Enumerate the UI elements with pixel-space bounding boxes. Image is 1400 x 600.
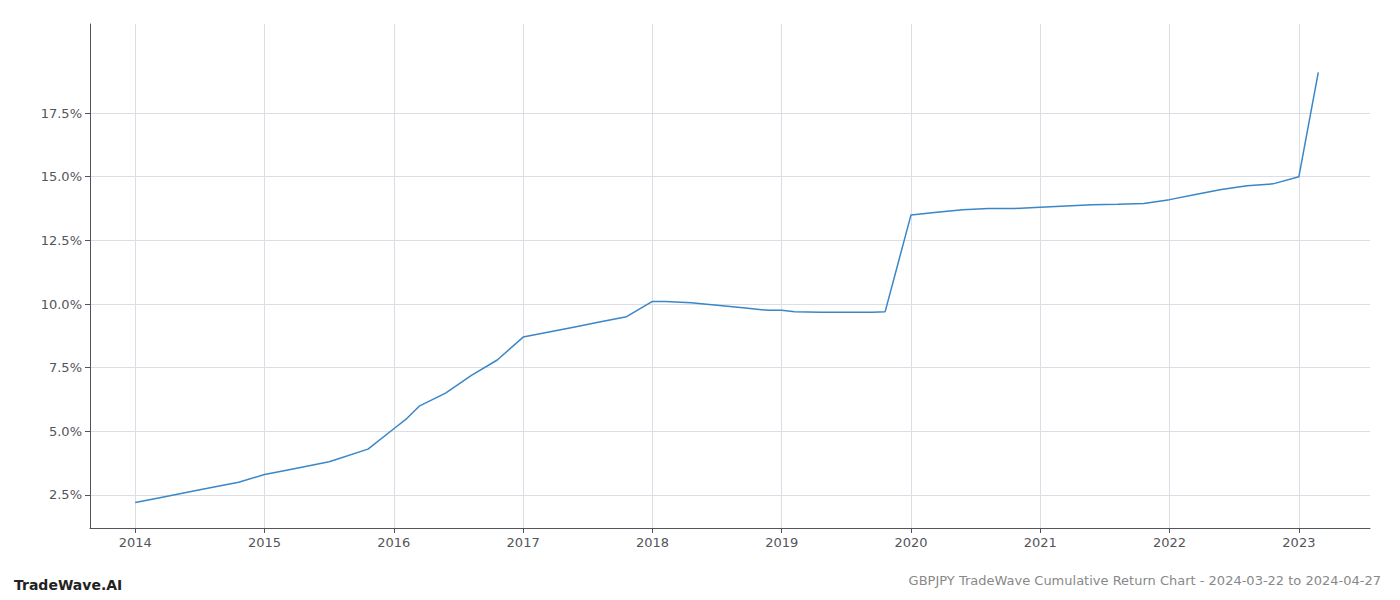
svg-text:7.5%: 7.5%: [49, 360, 82, 375]
svg-text:2018: 2018: [636, 535, 669, 550]
svg-text:2021: 2021: [1024, 535, 1057, 550]
svg-text:5.0%: 5.0%: [49, 424, 82, 439]
svg-text:10.0%: 10.0%: [41, 297, 82, 312]
svg-text:2.5%: 2.5%: [49, 487, 82, 502]
svg-text:2014: 2014: [119, 535, 152, 550]
svg-text:2019: 2019: [765, 535, 798, 550]
svg-text:2015: 2015: [248, 535, 281, 550]
svg-text:GBPJPY TradeWave Cumulative Re: GBPJPY TradeWave Cumulative Return Chart…: [909, 573, 1381, 588]
svg-text:2017: 2017: [507, 535, 540, 550]
svg-text:2020: 2020: [894, 535, 927, 550]
svg-text:2023: 2023: [1282, 535, 1315, 550]
svg-text:TradeWave.AI: TradeWave.AI: [14, 577, 122, 593]
svg-text:17.5%: 17.5%: [41, 106, 82, 121]
svg-text:15.0%: 15.0%: [41, 169, 82, 184]
svg-text:12.5%: 12.5%: [41, 233, 82, 248]
svg-text:2016: 2016: [377, 535, 410, 550]
svg-text:2022: 2022: [1153, 535, 1186, 550]
